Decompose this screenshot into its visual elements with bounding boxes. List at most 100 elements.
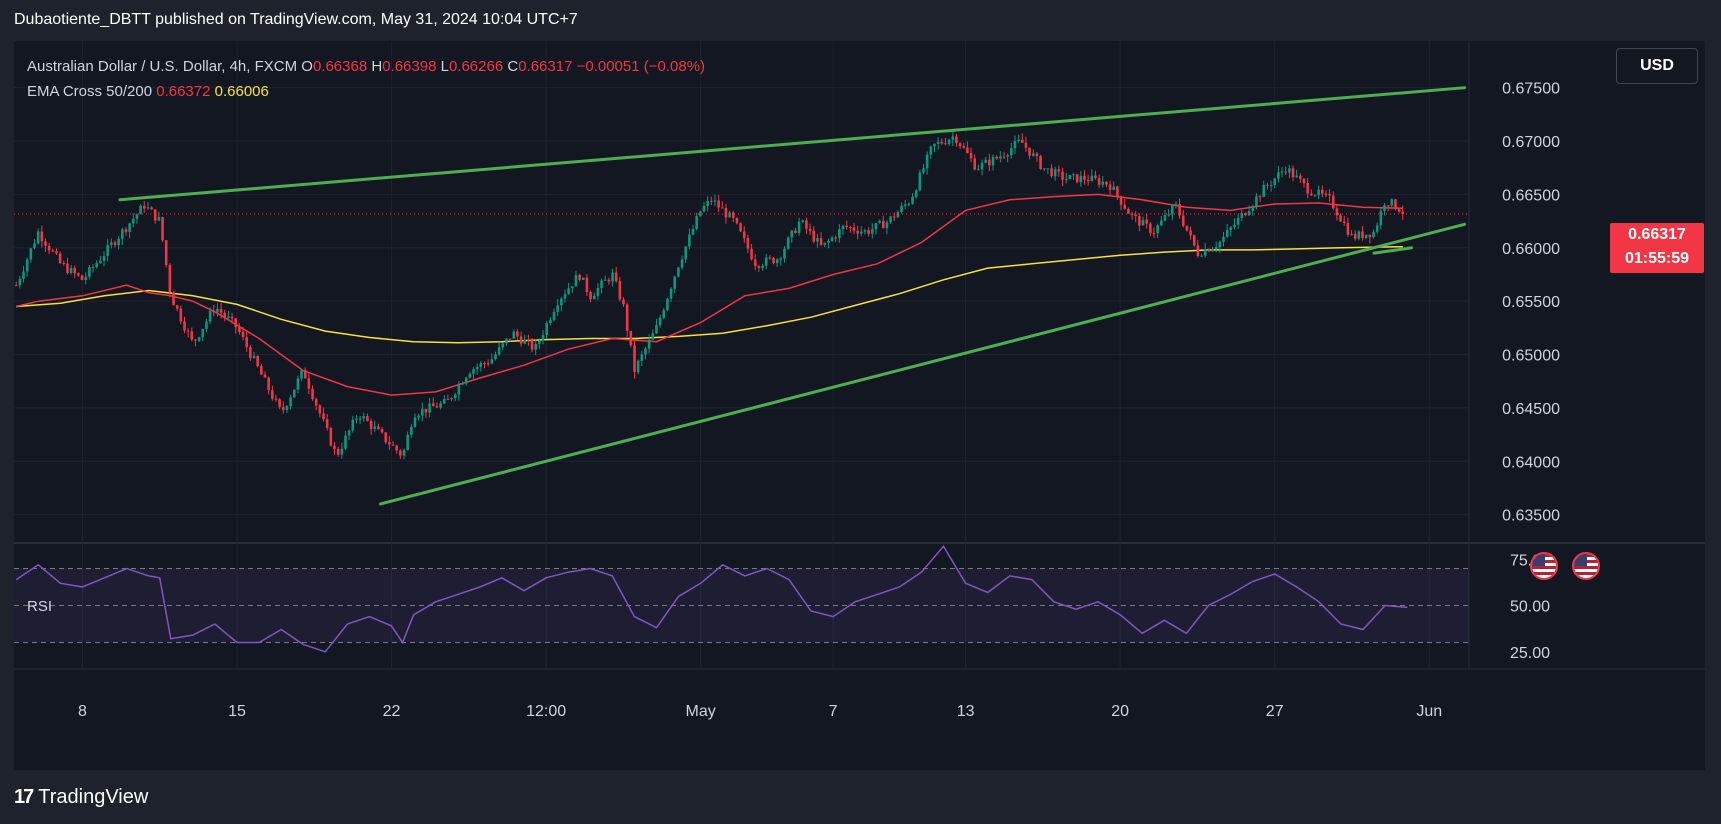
candle-body [395,445,398,451]
candle-body [102,255,106,261]
candle-body [351,419,355,431]
candle-body [790,230,794,238]
candle-body [1105,181,1108,185]
trendline-lower[interactable] [379,222,1467,506]
candle-body [1207,249,1211,252]
candle-body [1090,175,1094,181]
candle-body [614,272,618,282]
candle-body [278,399,281,408]
candle-body [168,265,172,293]
low-label: L [440,58,449,75]
rsi-label[interactable]: RSI [27,598,53,615]
candle-body [713,200,717,202]
candle-body [1299,175,1302,179]
candle-body [439,403,442,408]
candle-body [717,200,720,208]
price-axis[interactable]: 0.63500 0.64000 0.64500 0.65000 0.65500 0.660… [1502,81,1560,525]
candle-body [1313,195,1317,197]
candle-body [157,217,161,221]
candle-body [903,204,907,206]
rsi-line [15,545,1408,653]
candle-body [995,156,998,159]
candle-body [142,205,146,209]
candle-body [428,403,431,413]
indicator-name[interactable]: EMA Cross 50/200 [27,83,153,100]
candle-body [406,434,409,450]
footer-branding[interactable]: 17 TradingView [14,786,148,809]
candle-body [1233,224,1236,228]
candle-body [896,211,900,218]
candle-body [556,305,559,312]
chart-canvas[interactable]: 0.63500 0.64000 0.64500 0.65000 0.65500 0.660… [14,41,1705,770]
candle-body [1310,193,1313,196]
candle-body [1211,248,1214,252]
time-tick-label: 15 [228,703,246,720]
candle-body [212,310,216,313]
candles-layer [14,130,1405,460]
candle-body [1200,255,1203,257]
candle-body [545,323,548,336]
candle-body [1284,171,1287,173]
candle-body [721,207,724,209]
candle-body [563,294,567,299]
us-flag-icon[interactable] [1530,552,1558,580]
candle-body [973,158,977,170]
symbol-title[interactable]: Australian Dollar / U.S. Dollar, 4h, FXC… [27,58,298,75]
candle-body [472,369,475,374]
candle-body [724,208,728,218]
candle-body [1203,249,1207,256]
time-tick-label: 12:00 [526,703,566,720]
candle-body [296,378,300,390]
candle-body [585,277,589,293]
candle-body [1196,245,1200,256]
trendline-lower-extension[interactable] [1372,246,1414,255]
candle-body [1130,213,1134,215]
price-tick-label: 0.66000 [1502,241,1560,258]
candle-body [66,263,69,273]
us-flag-icon[interactable] [1572,552,1600,580]
candle-body [164,240,168,266]
candle-body [1134,214,1137,217]
candle-body [1119,196,1123,205]
candle-body [1031,153,1035,156]
candle-body [581,277,585,280]
candle-body [271,390,274,399]
candle-body [497,347,501,355]
time-tick-label: 8 [78,703,87,720]
candle-body [1039,156,1042,170]
currency-button[interactable]: USD [1616,48,1698,84]
price-tick-label: 0.65000 [1502,348,1560,365]
candle-body [1138,216,1141,226]
candle-body [1390,199,1394,206]
candle-body [633,345,636,373]
candle-body [190,331,194,340]
candle-body [153,209,157,221]
trendlines-layer[interactable] [118,86,1467,506]
candle-body [1042,168,1046,170]
candle-body [347,430,351,436]
time-axis[interactable]: 8 15 22 12:00 May 7 13 20 27 Jun [78,703,1442,720]
candle-body [1167,214,1170,216]
candle-body [845,225,848,228]
candle-body [936,141,940,144]
candle-body [55,251,58,254]
candle-body [1222,236,1225,242]
candle-body [1320,189,1324,194]
candle-body [1288,168,1291,173]
candle-body [731,212,735,218]
trendline-upper[interactable] [118,86,1467,202]
candle-body [860,231,863,234]
candle-body [450,398,453,400]
candle-body [603,279,607,281]
candle-body [1317,189,1320,196]
candle-body [666,298,669,311]
candle-body [1218,241,1222,248]
candle-body [816,238,819,242]
candle-body [669,288,673,299]
candle-body [1258,196,1262,198]
candle-body [508,338,512,340]
candle-body [753,259,757,267]
candle-body [289,397,292,407]
candle-body [801,220,805,222]
candle-body [256,356,259,367]
